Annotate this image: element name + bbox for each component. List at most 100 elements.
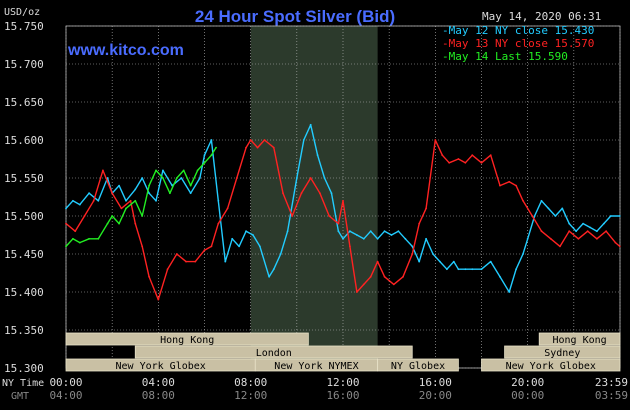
data-point xyxy=(522,253,524,255)
x-tick-label-gmt: 00:00 xyxy=(511,389,544,402)
data-point xyxy=(231,237,234,240)
market-session-label: London xyxy=(256,348,292,359)
data-point xyxy=(72,237,74,240)
series-line xyxy=(65,124,620,293)
x-tick-label-gmt: 08:00 xyxy=(142,389,175,402)
data-point xyxy=(279,253,282,255)
data-point xyxy=(586,230,589,233)
data-point xyxy=(452,260,455,263)
data-point xyxy=(189,192,192,195)
data-point xyxy=(362,283,365,286)
data-point xyxy=(83,215,86,217)
data-point xyxy=(376,260,379,263)
data-point xyxy=(614,241,617,244)
data-point xyxy=(65,207,67,210)
y-axis-ticks: 15.750 15.700 15.650 15.600 15.550 15.500 15.4… xyxy=(4,20,44,375)
x-tick-label-gmt: 03:59 xyxy=(595,389,628,402)
x-tick-label-ny: 20:00 xyxy=(511,376,544,389)
data-point xyxy=(272,146,275,149)
y-tick-label: 15.550 xyxy=(4,172,44,185)
market-session-box xyxy=(377,358,459,372)
data-point xyxy=(198,177,201,179)
data-point xyxy=(210,139,213,141)
data-point xyxy=(185,260,187,263)
data-point xyxy=(418,260,421,263)
data-point xyxy=(411,253,414,255)
data-point xyxy=(72,199,74,202)
y-tick-label: 15.300 xyxy=(4,362,44,375)
data-point xyxy=(337,230,340,233)
data-point xyxy=(369,230,372,233)
market-session-label: New York Globex xyxy=(506,361,596,372)
data-point xyxy=(471,154,474,157)
legend-entry: -May 12 NY close 15.430 xyxy=(442,24,594,37)
data-point xyxy=(175,177,178,179)
market-session-box xyxy=(134,345,413,359)
y-tick-label: 15.450 xyxy=(4,248,44,261)
data-point xyxy=(316,154,319,157)
x-tick-label-gmt: 20:00 xyxy=(419,389,452,402)
data-point xyxy=(602,222,605,225)
data-point xyxy=(457,268,460,271)
data-point xyxy=(286,230,289,233)
data-point xyxy=(180,177,183,179)
data-point xyxy=(309,177,312,179)
data-point xyxy=(402,275,404,278)
data-point xyxy=(217,199,220,202)
data-point xyxy=(168,192,171,195)
data-point xyxy=(522,199,524,202)
data-point xyxy=(369,275,372,278)
data-point xyxy=(480,161,483,164)
series-line xyxy=(65,139,621,301)
data-point xyxy=(74,230,77,233)
data-point xyxy=(349,245,351,248)
data-point xyxy=(92,199,95,202)
market-session-label: New York Globex xyxy=(115,361,205,372)
data-point xyxy=(97,199,100,202)
data-point xyxy=(575,230,578,233)
data-point xyxy=(196,169,199,172)
data-point xyxy=(175,253,178,255)
data-point xyxy=(441,154,444,157)
data-point xyxy=(561,207,564,210)
data-point xyxy=(499,184,501,187)
data-point xyxy=(328,215,331,217)
series-line xyxy=(65,147,217,247)
chart-title: 24 Hour Spot Silver (Bid) xyxy=(195,7,395,26)
x-tick-label-ny: 00:00 xyxy=(49,376,82,389)
data-point xyxy=(342,237,344,240)
data-point xyxy=(65,245,67,248)
data-point xyxy=(425,207,427,210)
y-tick-label: 15.350 xyxy=(4,324,44,337)
data-point xyxy=(203,161,206,164)
data-point xyxy=(392,283,395,286)
data-point xyxy=(141,177,144,179)
data-point xyxy=(309,123,312,126)
x-tick-label-gmt: 04:00 xyxy=(49,389,82,402)
x-tick-label-ny: 08:00 xyxy=(234,376,267,389)
data-point xyxy=(515,268,518,271)
data-point xyxy=(249,139,252,141)
data-point xyxy=(282,192,284,195)
data-point xyxy=(134,188,137,191)
data-point xyxy=(547,207,550,210)
ny-time-label: NY Time xyxy=(2,378,44,389)
price-series xyxy=(65,123,621,301)
data-point xyxy=(245,146,247,149)
legend: -May 12 NY close 15.430-May 13 NY close … xyxy=(442,24,594,63)
x-tick-label-ny: 12:00 xyxy=(326,376,359,389)
data-point xyxy=(349,230,351,233)
data-point xyxy=(480,268,483,271)
market-session-label: New York NYMEX xyxy=(274,361,358,372)
data-point xyxy=(268,275,271,278)
data-point xyxy=(618,215,621,217)
market-session-label: Hong Kong xyxy=(160,335,214,346)
data-point xyxy=(383,275,386,278)
data-point xyxy=(540,230,543,233)
data-point xyxy=(157,298,160,301)
data-point xyxy=(457,158,460,160)
data-point xyxy=(418,222,421,225)
data-point xyxy=(224,260,227,263)
data-point xyxy=(355,291,358,293)
data-point xyxy=(215,146,217,149)
